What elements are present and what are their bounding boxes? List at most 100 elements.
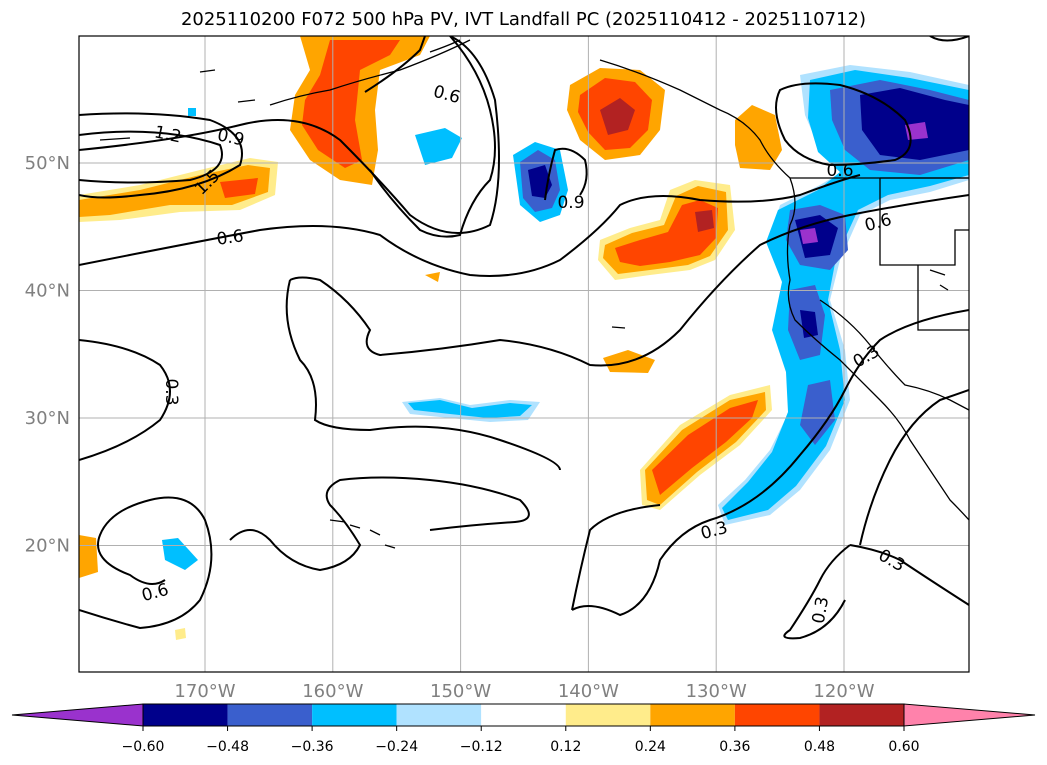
shade-pos <box>220 178 258 198</box>
contour-line <box>79 339 171 461</box>
contour-label: 0.6 <box>215 226 245 250</box>
shade-neg <box>162 538 198 570</box>
contour-line <box>79 496 213 630</box>
coastlines <box>99 39 969 549</box>
contour-label: 0.9 <box>557 193 584 213</box>
colorbar-tick-label: −0.36 <box>291 739 334 755</box>
colorbar: −0.60 −0.48 −0.36 −0.24 −0.12 0.12 0.24 0.36 0.4… <box>11 703 1036 755</box>
colorbar-tick-label: 0.48 <box>804 739 835 755</box>
contour-label-text: 0.3 <box>161 378 181 405</box>
shade-neg <box>188 108 196 116</box>
contour-line <box>364 36 426 93</box>
lon-tick-label: 150°W <box>430 681 491 702</box>
colorbar-segment <box>396 704 482 726</box>
contour-line <box>775 82 912 167</box>
colorbar-segment <box>143 704 228 726</box>
shade-neg <box>800 228 818 244</box>
contour-line <box>849 544 969 606</box>
contour-label-text: 0.6 <box>431 82 462 108</box>
contour-line <box>544 147 588 201</box>
contour-label-text: 0.3 <box>850 341 883 372</box>
shade-neg <box>800 380 835 445</box>
coastline <box>599 59 969 521</box>
shade-pos <box>302 40 400 168</box>
colorbar-tick-label: 0.60 <box>888 739 919 755</box>
colorbar-tick-label: −0.12 <box>460 739 503 755</box>
contour-label-text: 0.3 <box>809 595 833 625</box>
contour-line <box>79 36 500 234</box>
contour-label: 0.3 <box>161 378 181 405</box>
contour-label: 1.2 <box>152 122 183 147</box>
lon-tick-label: 170°W <box>174 681 235 702</box>
lon-tick-label: 130°W <box>686 681 747 702</box>
coastline <box>929 269 949 291</box>
coastline <box>917 265 969 331</box>
coastline <box>429 39 461 53</box>
colorbar-segment <box>819 704 904 726</box>
contour-label-text: 0.9 <box>557 193 584 213</box>
contour-label: 0.3 <box>875 545 908 576</box>
coastline <box>879 178 969 266</box>
colorbar-frame <box>142 703 905 727</box>
coastline <box>99 69 256 141</box>
ivt-shading <box>79 36 969 640</box>
shade-pos <box>600 98 635 135</box>
contour-line <box>571 309 969 617</box>
coastline <box>269 39 471 106</box>
colorbar-tick-label: 0.12 <box>550 739 581 755</box>
lat-tick-label: 40°N <box>25 281 70 302</box>
colorbar-segment <box>481 704 566 726</box>
map-frame <box>78 35 970 673</box>
coastline <box>819 299 969 411</box>
contour-line <box>289 194 969 367</box>
colorbar-segment <box>734 704 820 726</box>
lon-tick-label: 160°W <box>302 681 363 702</box>
lon-tick-label: 120°W <box>813 681 874 702</box>
colorbar-extend-min <box>11 703 144 727</box>
lon-tick-label: 140°W <box>558 681 619 702</box>
contour-line <box>79 130 223 184</box>
colorbar-segment <box>227 704 313 726</box>
colorbar-tick-label: 0.24 <box>635 739 666 755</box>
contour-line <box>79 174 861 277</box>
axis-ticks: 170°W 160°W 150°W 140°W 130°W 120°W 50°N 40°N 30… <box>25 153 875 702</box>
shade-pos <box>695 210 714 232</box>
map-title: 2025110200 F072 500 hPa PV, IVT Landfall… <box>180 9 867 30</box>
colorbar-segment <box>565 704 651 726</box>
contour-label: 0.6 <box>431 82 462 108</box>
colorbar-tick-label: 0.36 <box>719 739 750 755</box>
contour-line <box>369 36 496 238</box>
colorbar-tick-label: −0.24 <box>375 739 418 755</box>
contour-line <box>285 279 561 471</box>
contour-line <box>229 476 530 572</box>
coastline <box>611 326 626 329</box>
contour-line <box>929 36 969 42</box>
contour-line <box>859 389 969 546</box>
contour-label-text: 1.2 <box>152 122 183 147</box>
shade-pos <box>615 200 718 266</box>
coastline <box>329 519 396 549</box>
shade-pos <box>175 628 186 640</box>
colorbar-segment <box>650 704 735 726</box>
contour-line <box>79 112 243 199</box>
contour-label: 0.3 <box>850 341 883 372</box>
shade-neg <box>800 310 818 338</box>
contour-label-text: 0.6 <box>863 210 894 236</box>
contour-label-text: 0.6 <box>826 161 853 181</box>
shade-neg <box>722 70 969 520</box>
contour-label: 0.6 <box>863 210 894 236</box>
colorbar-tick-label: −0.60 <box>122 739 165 755</box>
lat-tick-label: 50°N <box>25 153 70 174</box>
contour-label-text: 0.3 <box>875 545 908 576</box>
contour-line <box>783 544 851 640</box>
lat-tick-label: 30°N <box>25 408 70 429</box>
contour-line <box>571 504 661 611</box>
lat-tick-label: 20°N <box>25 536 70 557</box>
shade-neg <box>415 128 462 165</box>
shade-neg <box>408 400 532 418</box>
colorbar-extend-max <box>903 703 1036 727</box>
contour-label: 0.6 <box>826 161 853 181</box>
contour-label: 0.3 <box>809 595 833 625</box>
colorbar-segment <box>312 704 397 726</box>
